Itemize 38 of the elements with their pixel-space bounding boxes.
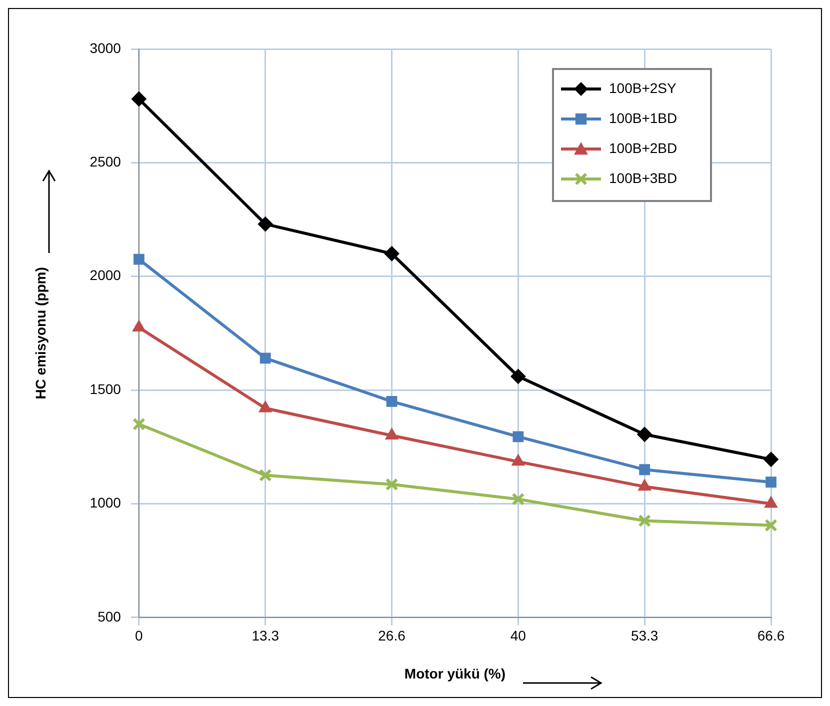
point [385,428,398,440]
point [638,514,652,528]
point [132,418,146,431]
legend-label: 100B+2SY [609,80,677,96]
point [510,368,526,384]
point [258,468,272,482]
point [764,452,778,467]
x-tick-label: 13.3 [252,628,280,644]
point [386,396,398,407]
point [384,246,400,262]
x-tick-label: 26.6 [378,628,406,644]
point [512,492,525,506]
legend-label: 100B+2BD [609,140,678,156]
x-tick-label: 0 [135,628,144,644]
point [131,92,146,107]
legend-label: 100B+1BD [609,110,678,126]
point [385,478,398,491]
x-tick-label: 66.6 [757,628,785,644]
y-tick-label: 500 [98,608,122,624]
point [512,431,524,442]
x-axis-title: Motor yükü (%) [404,665,506,682]
y-tick-label: 3000 [90,40,122,56]
point [260,352,271,364]
x-tick-label: 53.3 [630,628,658,644]
y-tick-label: 2000 [90,267,122,284]
point [258,216,273,232]
point [766,476,776,488]
y-tick-label: 2500 [90,154,122,170]
point [764,518,778,532]
legend-label: 100B+3BD [609,170,678,186]
point [639,464,650,476]
point [637,426,652,442]
point [133,254,144,265]
y-axis-title: HC emisyonu (ppm) [32,267,48,400]
y-tick-label: 1000 [90,494,122,511]
y-tick-label: 1500 [90,380,122,397]
x-tick-label: 40 [510,628,526,644]
point [132,320,146,332]
